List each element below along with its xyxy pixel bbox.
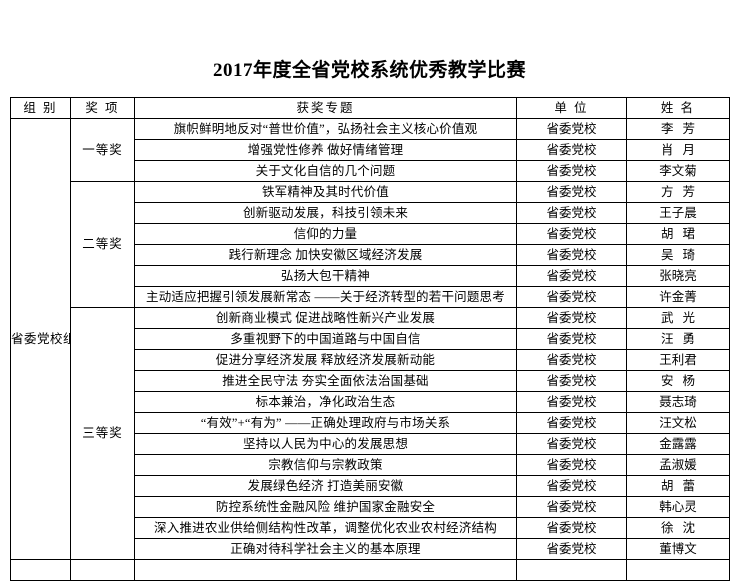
name-cell: 胡珺 xyxy=(626,223,730,245)
name-cell: 韩心灵 xyxy=(626,496,730,518)
name-cell: 汪文松 xyxy=(626,412,730,434)
table-row: 防控系统性金融风险 维护国家金融安全 省委党校 韩心灵 xyxy=(11,496,730,518)
name-cell: 吴琦 xyxy=(626,244,730,266)
table-row: 主动适应把握引领发展新常态 ——关于经济转型的若干问题思考 省委党校 许金菁 xyxy=(11,286,730,308)
topic-cell: 铁军精神及其时代价值 xyxy=(134,181,517,203)
table-cell-partial xyxy=(626,559,730,581)
name-cell: 李文菊 xyxy=(626,160,730,182)
table-header-row: 组 别 奖 项 获奖专题 单 位 姓 名 xyxy=(10,97,730,119)
column-header-unit: 单 位 xyxy=(516,97,627,119)
topic-cell: “有效”+“有为” ——正确处理政府与市场关系 xyxy=(134,412,517,434)
award-table-container: 组 别 奖 项 获奖专题 单 位 姓 名 省委党校组 一等奖 旗帜鲜明地反对“普世价… xyxy=(10,97,730,581)
award-table: 组 别 奖 项 获奖专题 单 位 姓 名 省委党校组 一等奖 旗帜鲜明地反对“普世价… xyxy=(10,97,730,581)
name-cell: 张晓亮 xyxy=(626,265,730,287)
unit-cell: 省委党校 xyxy=(516,286,627,308)
table-cell-partial xyxy=(516,559,627,581)
unit-cell: 省委党校 xyxy=(516,181,627,203)
topic-cell: 坚持以人民为中心的发展思想 xyxy=(134,433,517,455)
unit-cell: 省委党校 xyxy=(516,118,627,140)
unit-cell: 省委党校 xyxy=(516,538,627,560)
column-header-group: 组 别 xyxy=(10,97,71,119)
topic-cell: 关于文化自信的几个问题 xyxy=(134,160,517,182)
table-row: 推进全民守法 夯实全面依法治国基础 省委党校安杨 xyxy=(11,370,730,392)
page-title: 2017年度全省党校系统优秀教学比赛 xyxy=(212,60,526,81)
name-cell: 胡蕾 xyxy=(626,475,730,497)
unit-cell: 省委党校 xyxy=(516,475,627,497)
topic-cell: 创新商业模式 促进战略性新兴产业发展 xyxy=(134,307,517,329)
column-header-topic: 获奖专题 xyxy=(134,97,517,119)
topic-cell: 促进分享经济发展 释放经济发展新动能 xyxy=(134,349,517,371)
table-cell-partial xyxy=(70,559,135,581)
table-row-partial xyxy=(10,559,730,581)
topic-cell: 弘扬大包干精神 xyxy=(134,265,517,287)
name-cell: 武光 xyxy=(626,307,730,329)
table-row: 多重视野下的中国道路与中国自信 省委党校汪勇 xyxy=(11,328,730,350)
topic-cell: 宗教信仰与宗教政策 xyxy=(134,454,517,476)
name-cell: 汪勇 xyxy=(626,328,730,350)
unit-cell: 省委党校 xyxy=(516,349,627,371)
topic-cell: 主动适应把握引领发展新常态 ——关于经济转型的若干问题思考 xyxy=(134,286,517,308)
unit-cell: 省委党校 xyxy=(516,370,627,392)
topic-cell: 践行新理念 加快安徽区域经济发展 xyxy=(134,244,517,266)
table-row: 省委党校组 一等奖 旗帜鲜明地反对“普世价值”，弘扬社会主义核心价值观 省委党校李芳 xyxy=(10,118,730,560)
table-body: 省委党校组 一等奖 旗帜鲜明地反对“普世价值”，弘扬社会主义核心价值观 省委党校李芳增… xyxy=(10,118,730,581)
table-cell-partial xyxy=(134,559,517,581)
name-cell: 董博文 xyxy=(626,538,730,560)
unit-cell: 省委党校 xyxy=(516,454,627,476)
group-cell: 省委党校组 xyxy=(10,118,71,560)
topic-cell: 信仰的力量 xyxy=(134,223,517,245)
name-cell: 徐沈 xyxy=(626,517,730,539)
unit-cell: 省委党校 xyxy=(516,139,627,161)
unit-cell: 省委党校 xyxy=(516,307,627,329)
unit-cell: 省委党校 xyxy=(516,391,627,413)
name-cell: 聂志琦 xyxy=(626,391,730,413)
unit-cell: 省委党校 xyxy=(516,223,627,245)
name-cell: 王利君 xyxy=(626,349,730,371)
topic-cell: 防控系统性金融风险 维护国家金融安全 xyxy=(134,496,517,518)
unit-cell: 省委党校 xyxy=(516,496,627,518)
unit-cell: 省委党校 xyxy=(516,202,627,224)
topic-cell: 推进全民守法 夯实全面依法治国基础 xyxy=(134,370,517,392)
name-cell: 许金菁 xyxy=(626,286,730,308)
award-level-cell: 二等奖 xyxy=(70,181,135,308)
topic-cell: 旗帜鲜明地反对“普世价值”，弘扬社会主义核心价值观 xyxy=(134,118,517,140)
name-cell: 肖月 xyxy=(626,139,730,161)
table-row: 深入推进农业供给侧结构性改革，调整优化农业农村经济结构 省委党校徐沈 xyxy=(11,517,730,539)
name-cell: 安杨 xyxy=(626,370,730,392)
topic-cell: 标本兼治，净化政治生态 xyxy=(134,391,517,413)
table-cell-partial xyxy=(10,559,71,581)
name-cell: 李芳 xyxy=(626,118,730,140)
unit-cell: 省委党校 xyxy=(516,160,627,182)
unit-cell: 省委党校 xyxy=(516,328,627,350)
table-row: 弘扬大包干精神 省委党校 张晓亮 xyxy=(11,265,730,287)
column-header-name: 姓 名 xyxy=(626,97,730,119)
topic-cell: 发展绿色经济 打造美丽安徽 xyxy=(134,475,517,497)
topic-cell: 正确对待科学社会主义的基本原理 xyxy=(134,538,517,560)
name-cell: 孟淑媛 xyxy=(626,454,730,476)
unit-cell: 省委党校 xyxy=(516,433,627,455)
topic-cell: 增强党性修养 做好情绪管理 xyxy=(134,139,517,161)
name-cell: 方芳 xyxy=(626,181,730,203)
unit-cell: 省委党校 xyxy=(516,412,627,434)
topic-cell: 深入推进农业供给侧结构性改革，调整优化农业农村经济结构 xyxy=(134,517,517,539)
award-level-cell: 三等奖 xyxy=(70,307,135,560)
table-row: 二等奖 铁军精神及其时代价值 省委党校方芳 xyxy=(11,181,730,308)
table-row: 标本兼治，净化政治生态 省委党校 聂志琦 xyxy=(11,391,730,413)
topic-cell: 创新驱动发展，科技引领未来 xyxy=(134,202,517,224)
name-cell: 王子晨 xyxy=(626,202,730,224)
column-header-award: 奖 项 xyxy=(70,97,135,119)
unit-cell: 省委党校 xyxy=(516,265,627,287)
document-page: 2017年度全省党校系统优秀教学比赛 组 别 奖 项 获奖专题 单 位 姓 名 … xyxy=(10,60,730,581)
table-row: 三等奖 创新商业模式 促进战略性新兴产业发展 省委党校武光 xyxy=(11,307,730,560)
unit-cell: 省委党校 xyxy=(516,517,627,539)
name-cell: 金露露 xyxy=(626,433,730,455)
topic-cell: 多重视野下的中国道路与中国自信 xyxy=(134,328,517,350)
table-header: 组 别 奖 项 获奖专题 单 位 姓 名 xyxy=(10,97,730,119)
award-level-cell: 一等奖 xyxy=(70,118,135,182)
unit-cell: 省委党校 xyxy=(516,244,627,266)
